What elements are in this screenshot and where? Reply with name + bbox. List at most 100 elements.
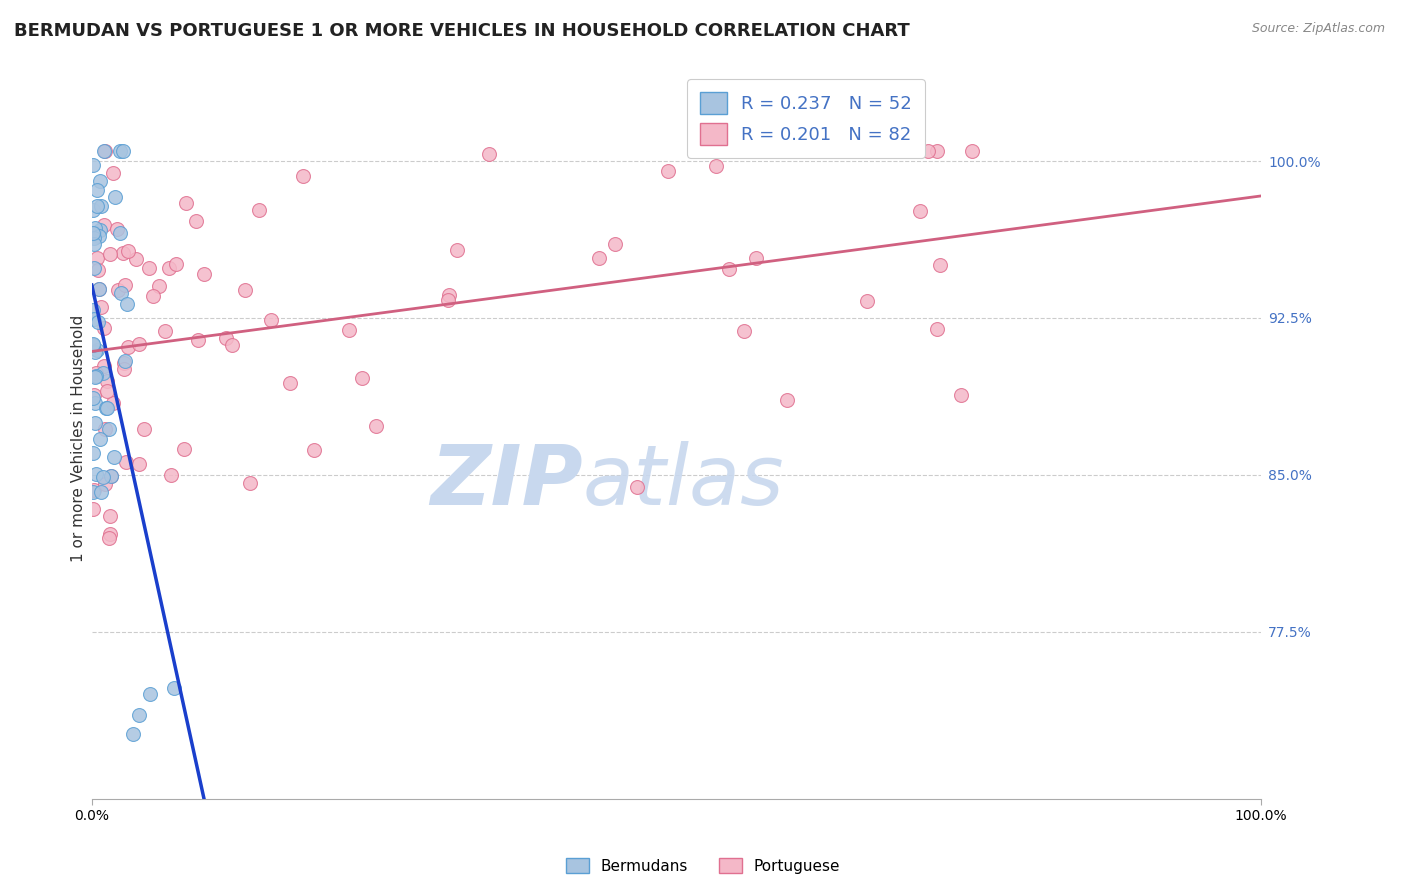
Point (239, 476, 262, 491)
Point (90, 199, 112, 213)
Point (87, 228, 110, 243)
Point (626, 479, 648, 493)
Point (734, 324, 756, 338)
Point (117, 340, 139, 354)
Point (101, 396, 124, 410)
Point (103, 450, 125, 464)
Point (950, 388, 973, 402)
Point (103, 166, 125, 180)
Point (718, 261, 741, 276)
Point (84, 221, 107, 235)
Point (221, 338, 243, 352)
Point (856, 293, 879, 308)
Point (86, 199, 108, 213)
Point (82, 303, 104, 318)
Point (86, 343, 108, 358)
Legend: R = 0.237   N = 52, R = 0.201   N = 82: R = 0.237 N = 52, R = 0.201 N = 82 (688, 79, 925, 158)
Text: BERMUDAN VS PORTUGUESE 1 OR MORE VEHICLES IN HOUSEHOLD CORRELATION CHART: BERMUDAN VS PORTUGUESE 1 OR MORE VEHICLE… (14, 22, 910, 40)
Point (112, 144, 135, 158)
Point (115, 455, 138, 469)
Point (83, 260, 105, 275)
Point (128, 457, 150, 471)
Point (337, 323, 360, 337)
Point (160, 467, 183, 482)
Point (108, 226, 131, 240)
Point (233, 283, 256, 297)
Point (87, 315, 110, 329)
Point (83, 311, 105, 326)
Point (278, 376, 301, 390)
Point (105, 222, 128, 236)
Point (83, 388, 105, 402)
Text: Source: ZipAtlas.com: Source: ZipAtlas.com (1251, 22, 1385, 36)
Point (82, 446, 104, 460)
Point (87, 282, 110, 296)
Point (704, 159, 727, 173)
Point (89, 174, 111, 188)
Point (139, 688, 162, 702)
Point (98, 509, 121, 524)
Point (93, 422, 115, 436)
Point (82, 226, 104, 240)
Point (96, 401, 118, 415)
Point (90, 484, 112, 499)
Point (302, 442, 325, 457)
Point (94, 476, 117, 491)
Point (107, 283, 129, 297)
Point (138, 261, 160, 276)
Point (82, 158, 104, 172)
Point (84, 396, 107, 410)
Point (100, 468, 122, 483)
Point (82, 202, 104, 217)
Point (173, 442, 195, 457)
Point (165, 257, 187, 271)
Point (588, 251, 610, 265)
Point (439, 287, 461, 301)
Point (157, 260, 180, 275)
Point (86, 183, 108, 197)
Point (745, 252, 768, 266)
Point (100, 469, 122, 483)
Point (83, 483, 105, 497)
Point (104, 190, 127, 204)
Point (84, 369, 107, 384)
Point (96, 384, 118, 398)
Point (93, 359, 115, 374)
Point (927, 322, 949, 336)
Point (260, 313, 283, 327)
Point (128, 708, 150, 723)
Point (603, 236, 626, 251)
Text: atlas: atlas (583, 441, 785, 522)
Point (247, 203, 270, 218)
Point (114, 361, 136, 376)
Point (84, 345, 107, 359)
Point (83, 417, 105, 431)
Point (128, 337, 150, 351)
Point (87, 263, 110, 277)
Point (115, 296, 138, 310)
Point (89, 432, 111, 446)
Point (89, 222, 111, 236)
Point (84, 370, 107, 384)
Point (93, 144, 115, 158)
Point (352, 371, 374, 385)
Point (83, 231, 105, 245)
Point (446, 244, 468, 258)
Point (82, 484, 104, 499)
Point (112, 356, 135, 370)
Point (86, 251, 108, 265)
Point (908, 203, 931, 218)
Point (97, 422, 120, 436)
Point (917, 144, 939, 158)
Point (186, 213, 208, 227)
Point (153, 324, 176, 338)
Point (112, 246, 135, 260)
Legend: Bermudans, Portuguese: Bermudans, Portuguese (560, 852, 846, 880)
Point (960, 144, 983, 158)
Point (436, 293, 458, 308)
Point (91, 367, 114, 381)
Point (90, 300, 112, 314)
Point (366, 419, 388, 434)
Point (108, 144, 131, 158)
Point (657, 164, 679, 178)
